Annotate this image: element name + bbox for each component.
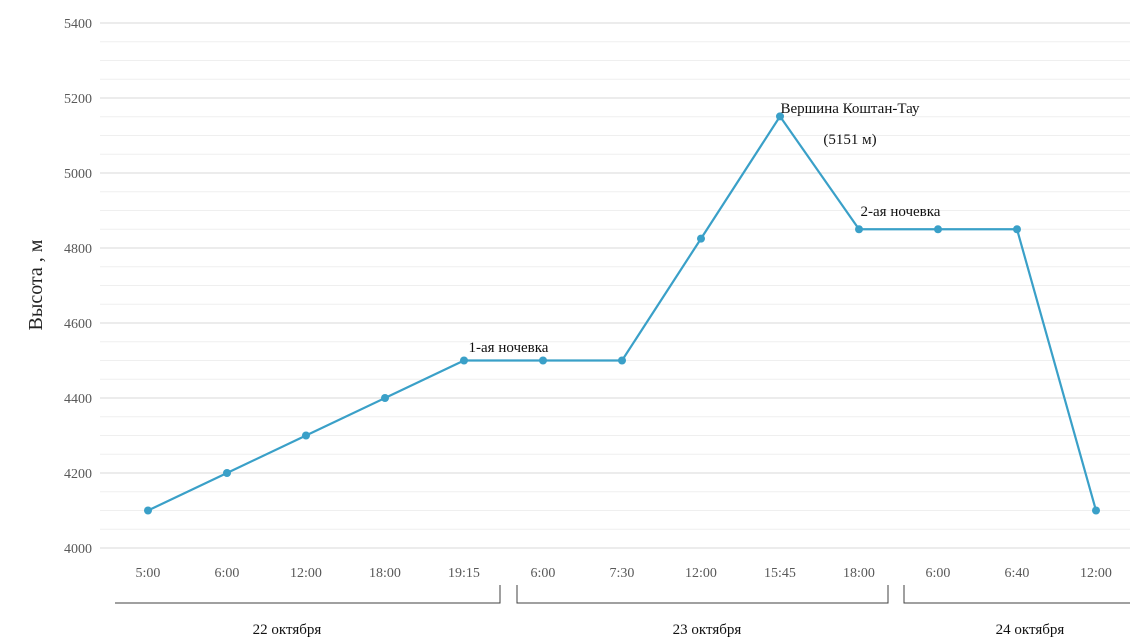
x-tick-label: 6:00 — [215, 566, 240, 581]
y-axis-label: Высота , м — [25, 239, 47, 330]
y-axis-ticks: 4000 4200 4400 4600 4800 5000 5200 5400 — [64, 17, 92, 557]
x-tick-label: 12:00 — [1080, 566, 1112, 581]
x-tick-label: 18:00 — [843, 566, 875, 581]
date-bracket — [115, 585, 501, 604]
annotation-label: (5151 м) — [823, 132, 876, 148]
data-point — [697, 234, 705, 243]
x-tick-label: 6:40 — [1005, 566, 1030, 581]
data-point — [539, 356, 547, 365]
data-point — [618, 356, 626, 365]
grid — [100, 22, 1130, 549]
date-bracket — [516, 585, 889, 604]
data-point — [1092, 506, 1100, 515]
x-tick-label: 6:00 — [926, 566, 951, 581]
data-point — [144, 506, 152, 515]
data-point — [460, 356, 468, 365]
y-tick-label: 4800 — [64, 242, 92, 257]
date-group-label: 24 октября — [996, 622, 1065, 638]
y-tick-label: 5200 — [64, 92, 92, 107]
x-tick-label: 15:45 — [764, 566, 796, 581]
data-point — [302, 431, 310, 440]
y-tick-label: 4000 — [64, 542, 92, 557]
x-tick-label: 12:00 — [685, 566, 717, 581]
x-tick-label: 5:00 — [136, 566, 161, 581]
data-point — [223, 469, 231, 477]
annotation-label: 1-ая ночевка — [469, 340, 549, 356]
x-tick-label: 6:00 — [531, 566, 556, 581]
x-tick-label: 7:30 — [610, 566, 635, 581]
x-tick-label: 19:15 — [448, 566, 480, 581]
annotations: 1-ая ночевка Вершина Коштан-Тау (5151 м) 2-… — [469, 101, 941, 356]
date-group-label: 22 октября — [253, 622, 322, 638]
data-point — [1013, 225, 1021, 234]
x-tick-label: 18:00 — [369, 566, 401, 581]
y-tick-label: 5400 — [64, 17, 92, 32]
data-point — [381, 394, 389, 402]
date-group-label: 23 октября — [673, 622, 742, 638]
x-tick-label: 12:00 — [290, 566, 322, 581]
y-tick-label: 4400 — [64, 392, 92, 407]
y-tick-label: 5000 — [64, 167, 92, 182]
y-tick-label: 4200 — [64, 467, 92, 482]
date-bracket — [903, 585, 1130, 604]
data-point — [776, 112, 784, 121]
data-point — [855, 225, 863, 234]
annotation-label: Вершина Коштан-Тау — [780, 101, 920, 117]
date-groups: 22 октября 23 октября 24 октября — [115, 585, 1130, 638]
y-tick-label: 4600 — [64, 317, 92, 332]
data-point — [934, 225, 942, 234]
series-layer — [144, 112, 1100, 515]
x-axis-ticks: 5:00 6:00 12:00 18:00 19:15 6:00 7:30 12:00 15:4… — [136, 566, 1112, 581]
series-line — [147, 115, 1098, 512]
annotation-label: 2-ая ночевка — [861, 204, 941, 220]
